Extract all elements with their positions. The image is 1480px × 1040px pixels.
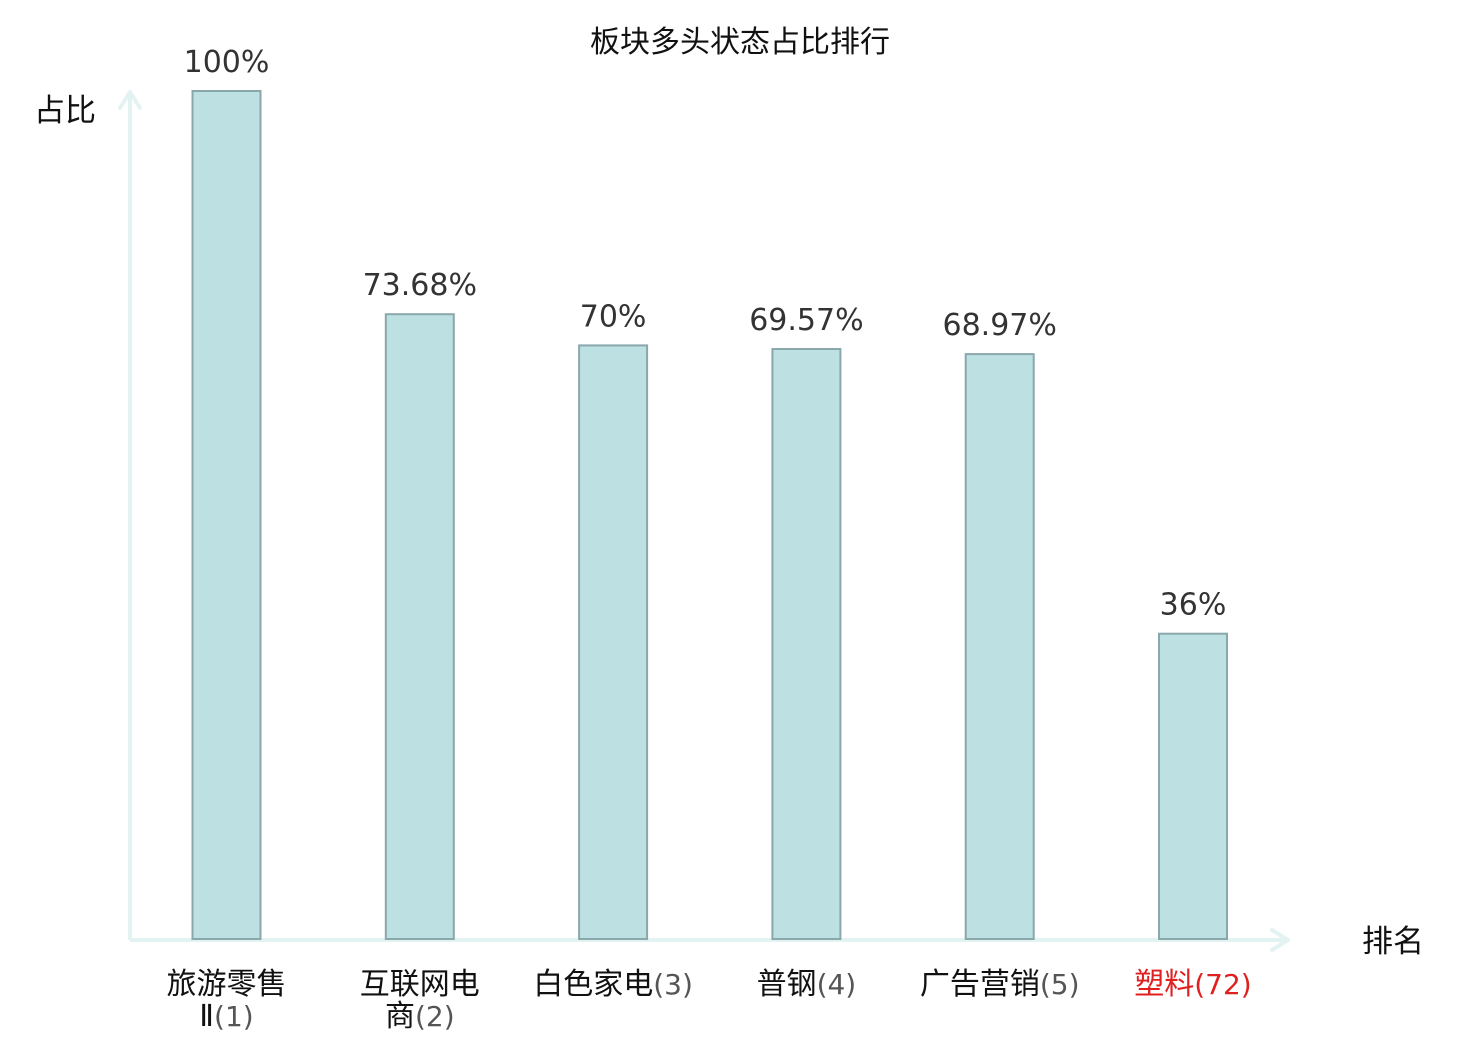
- x-tick-label: 旅游零售 Ⅱ(1): [167, 967, 287, 1034]
- x-tick-label-name: 塑料: [1134, 967, 1194, 1002]
- bar: [578, 344, 649, 940]
- data-label: 69.57%: [749, 303, 863, 338]
- x-tick-label-rank: (5): [1040, 968, 1080, 1001]
- x-tick-label: 互联网电商(2): [360, 967, 480, 1034]
- x-axis-arrow-icon: [1270, 928, 1290, 952]
- x-tick-label-rank: (1): [214, 1000, 254, 1033]
- data-label: 73.68%: [363, 268, 477, 303]
- bar: [191, 90, 262, 940]
- x-tick-label-rank: (72): [1194, 968, 1251, 1001]
- x-tick-label-name: 旅游零售: [167, 967, 287, 1002]
- x-tick-label-rank: (3): [653, 968, 693, 1001]
- x-tick-label-name: 普钢: [757, 967, 817, 1002]
- data-label: 36%: [1160, 588, 1227, 623]
- axes: [118, 90, 1290, 952]
- bar: [964, 353, 1035, 941]
- value-labels: 100% 73.68% 70% 69.57% 68.97% 36%: [184, 45, 1227, 623]
- y-axis-arrow-icon: [118, 90, 142, 110]
- data-label: 100%: [184, 45, 270, 80]
- bar: [771, 348, 842, 940]
- x-tick-label-name: 互联网电: [360, 967, 480, 1002]
- x-tick-label-name: 商: [385, 999, 415, 1034]
- category-labels: 旅游零售 Ⅱ(1) 互联网电商(2) 白色家电(3) 普钢(4) 广告营销(5) 塑料(72…: [167, 967, 1252, 1034]
- y-axis-label: 占比: [34, 93, 96, 129]
- x-tick-label: 普钢(4): [757, 967, 857, 1002]
- bar-series: [191, 90, 1228, 941]
- x-axis-label: 排名: [1362, 924, 1424, 960]
- x-tick-label-rank: (4): [817, 968, 857, 1001]
- x-tick-label: 广告营销(5): [920, 967, 1080, 1002]
- data-label: 70%: [580, 299, 647, 334]
- chart-title: 板块多头状态占比排行: [590, 25, 890, 60]
- x-tick-label-name: 白色家电: [533, 967, 653, 1002]
- bar: [1158, 632, 1228, 940]
- x-tick-label-name: 广告营销: [920, 967, 1040, 1002]
- x-tick-label-rank: (2): [415, 1000, 455, 1033]
- x-tick-label-name: Ⅱ: [199, 999, 214, 1034]
- x-tick-label: 白色家电(3): [533, 967, 693, 1002]
- data-label: 68.97%: [943, 308, 1057, 343]
- x-tick-label: 塑料(72): [1134, 967, 1251, 1002]
- bar: [384, 313, 455, 940]
